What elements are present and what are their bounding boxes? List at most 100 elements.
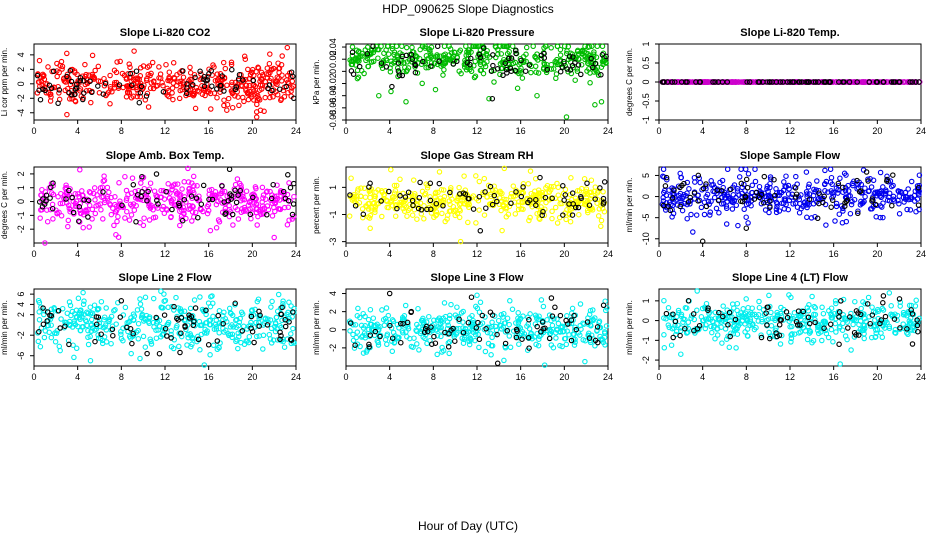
data-point <box>270 181 276 188</box>
data-point <box>101 177 108 184</box>
data-point <box>391 51 397 58</box>
x-tick-label: 24 <box>291 249 301 259</box>
data-point <box>410 202 416 209</box>
data-point <box>177 194 183 200</box>
y-tick-label: 0 <box>641 79 651 84</box>
data-point <box>76 204 83 210</box>
data-point <box>576 211 582 218</box>
data-point <box>684 201 690 208</box>
data-point <box>473 220 479 226</box>
data-point <box>176 95 183 102</box>
data-point <box>219 183 225 189</box>
data-point <box>790 201 796 207</box>
data-point <box>730 199 736 206</box>
data-point <box>108 340 114 347</box>
x-tick-label: 4 <box>700 372 705 382</box>
data-point <box>740 306 746 312</box>
data-point <box>192 209 199 216</box>
y-tick-label: -1 <box>641 116 651 124</box>
data-point <box>661 345 668 351</box>
data-point <box>819 304 825 311</box>
data-point <box>675 183 682 189</box>
data-point <box>389 83 395 90</box>
data-point <box>457 191 463 197</box>
data-point <box>85 207 91 213</box>
data-point <box>516 62 522 68</box>
data-point <box>762 207 769 213</box>
data-point <box>88 77 94 84</box>
panel-title: Slope Amb. Box Temp. <box>106 150 225 162</box>
data-point <box>251 88 257 95</box>
data-point <box>595 72 602 78</box>
data-point <box>367 306 374 313</box>
data-point <box>151 79 157 85</box>
data-point <box>907 207 914 213</box>
data-point <box>830 339 836 345</box>
data-point <box>839 327 846 333</box>
data-point <box>383 56 389 62</box>
data-point <box>498 207 504 214</box>
data-point <box>232 187 238 194</box>
data-point <box>588 55 594 62</box>
data-point <box>276 69 282 76</box>
y-tick-label: -0.5 <box>641 93 651 109</box>
data-point <box>771 176 777 183</box>
data-point <box>890 182 896 189</box>
data-point <box>187 64 193 71</box>
data-point <box>549 322 556 329</box>
data-point <box>385 312 392 319</box>
data-point <box>288 331 294 337</box>
data-point <box>364 44 371 50</box>
data-point <box>381 191 388 198</box>
data-point <box>348 61 355 68</box>
data-point <box>259 203 266 209</box>
data-point <box>572 77 578 83</box>
y-tick-label: -2 <box>328 344 338 352</box>
data-point <box>868 184 875 190</box>
data-point <box>749 182 756 189</box>
data-point <box>660 166 667 173</box>
data-point <box>454 198 460 204</box>
data-point <box>257 107 264 114</box>
x-tick-label: 12 <box>160 372 170 382</box>
data-point <box>739 198 746 205</box>
data-point <box>431 60 438 67</box>
data-point <box>66 299 73 305</box>
y-tick-label: 4 <box>328 291 338 296</box>
data-point <box>42 240 48 246</box>
data-point <box>476 193 483 200</box>
data-point <box>58 316 64 322</box>
data-point <box>451 49 458 55</box>
data-point <box>743 296 749 302</box>
data-point <box>170 96 176 103</box>
data-point <box>44 218 51 225</box>
data-point <box>823 222 829 228</box>
data-point <box>72 203 79 210</box>
y-tick-label: 4 <box>16 52 26 57</box>
data-point <box>447 189 453 196</box>
data-point <box>428 210 435 216</box>
data-point <box>391 194 397 200</box>
data-point <box>280 188 287 195</box>
y-tick-label: -0.08 <box>328 110 338 131</box>
data-point <box>525 181 532 187</box>
data-point <box>880 214 886 221</box>
data-point <box>76 193 82 200</box>
data-point <box>495 51 501 58</box>
data-point <box>77 210 84 217</box>
data-point <box>179 186 185 192</box>
data-point <box>732 79 739 85</box>
data-point <box>704 79 711 85</box>
data-point <box>87 190 94 196</box>
data-point <box>104 184 111 191</box>
data-point <box>488 352 494 358</box>
data-point <box>70 209 77 216</box>
data-point <box>734 300 741 307</box>
data-point <box>554 61 560 68</box>
x-tick-label: 8 <box>119 372 124 382</box>
data-point <box>142 344 149 350</box>
data-point <box>66 187 72 194</box>
data-point <box>206 187 213 194</box>
data-point <box>703 194 709 200</box>
